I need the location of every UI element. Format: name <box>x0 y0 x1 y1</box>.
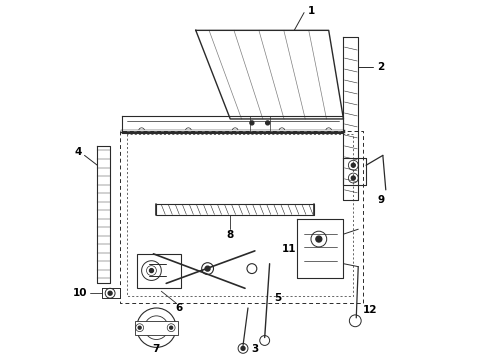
Text: 9: 9 <box>377 195 385 205</box>
Text: 7: 7 <box>153 345 160 354</box>
Bar <box>135 321 178 334</box>
Circle shape <box>266 121 270 125</box>
Text: 3: 3 <box>251 345 258 354</box>
Text: 1: 1 <box>307 6 315 15</box>
Circle shape <box>138 326 141 329</box>
Circle shape <box>316 236 322 242</box>
Bar <box>156 204 314 215</box>
Text: 5: 5 <box>274 293 281 303</box>
Text: 6: 6 <box>175 303 183 313</box>
Text: 8: 8 <box>226 230 234 240</box>
Circle shape <box>205 266 210 271</box>
Text: 2: 2 <box>377 62 385 72</box>
Circle shape <box>108 291 112 295</box>
Circle shape <box>351 176 355 180</box>
Circle shape <box>152 324 160 332</box>
Circle shape <box>351 163 355 167</box>
Text: 12: 12 <box>363 305 377 315</box>
Bar <box>137 254 181 288</box>
Text: 10: 10 <box>73 288 87 298</box>
Circle shape <box>250 121 254 125</box>
Text: 11: 11 <box>282 244 296 254</box>
Circle shape <box>241 346 245 350</box>
Circle shape <box>149 269 153 273</box>
Circle shape <box>170 326 172 329</box>
Text: 4: 4 <box>75 148 82 157</box>
